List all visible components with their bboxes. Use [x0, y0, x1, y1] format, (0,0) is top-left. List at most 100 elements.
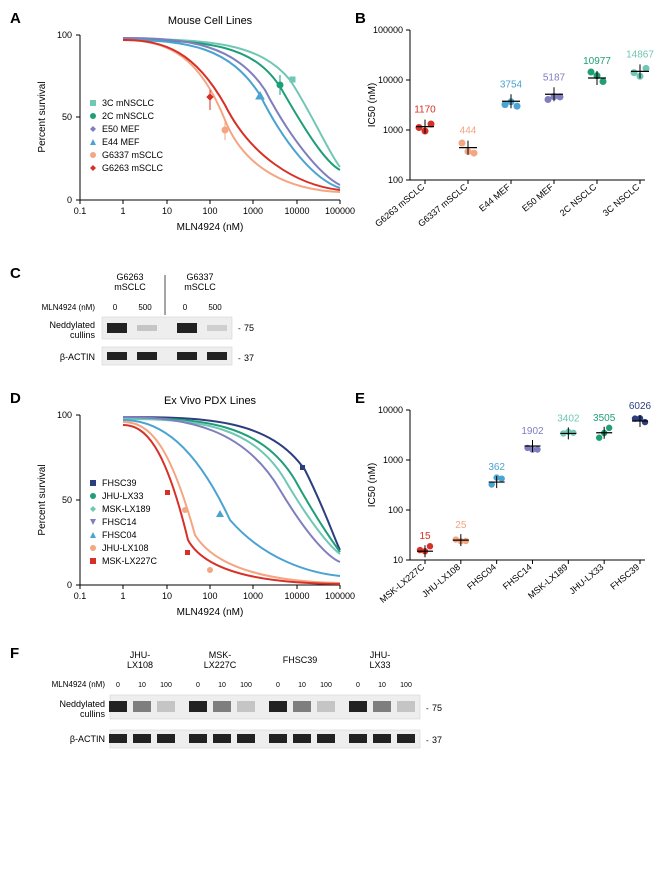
panel-d-yticks: 0 50 100 [57, 410, 80, 590]
svg-text:G6263 mSCLC: G6263 mSCLC [102, 163, 164, 173]
panel-a-legend: 3C mNSCLC 2C mNSCLC E50 MEF E44 MEF G633… [90, 98, 164, 173]
svg-text:100000: 100000 [373, 25, 403, 35]
panel-a-chart: Mouse Cell Lines 0 50 100 0.1 1 10 100 1… [10, 10, 355, 240]
svg-text:100: 100 [57, 410, 72, 420]
svg-text:β-ACTIN: β-ACTIN [70, 734, 105, 744]
panel-a-ylabel: Percent survival [37, 81, 48, 152]
svg-text:JHU-LX108: JHU-LX108 [420, 562, 462, 600]
svg-text:362: 362 [488, 462, 505, 473]
svg-text:JHU-LX108: JHU-LX108 [127, 650, 153, 670]
svg-text:25: 25 [455, 520, 467, 531]
svg-text:β-ACTIN: β-ACTIN [60, 352, 95, 362]
svg-text:100: 100 [320, 682, 332, 689]
svg-text:JHU-LX33: JHU-LX33 [102, 491, 144, 501]
svg-text:-: - [238, 354, 241, 363]
svg-text:100000: 100000 [325, 206, 355, 216]
row-ab: A Mouse Cell Lines 0 50 100 0.1 1 10 100… [10, 10, 662, 260]
panel-e-label: E [355, 390, 365, 407]
svg-text:37: 37 [244, 353, 254, 363]
svg-text:3402: 3402 [557, 413, 580, 424]
svg-text:0: 0 [67, 580, 72, 590]
svg-text:3505: 3505 [593, 413, 616, 424]
svg-text:10000: 10000 [378, 405, 403, 415]
svg-text:1000: 1000 [243, 591, 263, 601]
panel-d-ylabel: Percent survival [37, 464, 48, 535]
svg-text:500: 500 [138, 303, 152, 312]
svg-text:3C mNSCLC: 3C mNSCLC [102, 98, 155, 108]
svg-text:E50 MEF: E50 MEF [520, 182, 556, 214]
svg-text:444: 444 [460, 126, 477, 137]
panel-c-blot: G6263mSCLC G6337mSCLC MLN4924 (nM) 0 500… [10, 265, 355, 380]
panel-a-xlabel: MLN4924 (nM) [177, 222, 244, 233]
svg-text:100000: 100000 [325, 591, 355, 601]
svg-text:JHU-LX33: JHU-LX33 [369, 650, 390, 670]
svg-text:-: - [238, 324, 241, 333]
svg-text:0: 0 [183, 303, 188, 312]
svg-text:1000: 1000 [383, 125, 403, 135]
svg-text:10000: 10000 [378, 75, 403, 85]
svg-text:1902: 1902 [521, 426, 544, 437]
svg-text:0: 0 [116, 682, 120, 689]
svg-text:1: 1 [120, 206, 125, 216]
svg-text:FHSC04: FHSC04 [102, 530, 137, 540]
svg-text:1170: 1170 [414, 105, 436, 116]
svg-text:50: 50 [62, 495, 72, 505]
svg-text:37: 37 [432, 735, 442, 745]
panel-a-xticks: 0.1 1 10 100 1000 10000 100000 [74, 200, 355, 216]
svg-text:100: 100 [388, 505, 403, 515]
svg-text:0.1: 0.1 [74, 206, 87, 216]
svg-text:1000: 1000 [243, 206, 263, 216]
svg-text:10: 10 [218, 682, 226, 689]
panel-a: A Mouse Cell Lines 0 50 100 0.1 1 10 100… [10, 10, 355, 240]
panel-f: F JHU-LX108 MSK-LX227C FHSC39 JHU-LX33 M… [10, 645, 490, 770]
svg-text:MSK-LX227C: MSK-LX227C [204, 650, 237, 670]
svg-text:2C mNSCLC: 2C mNSCLC [102, 111, 155, 121]
svg-text:MSK-LX189: MSK-LX189 [102, 504, 151, 514]
panel-f-label: F [10, 645, 19, 662]
svg-text:10: 10 [298, 682, 306, 689]
svg-text:10977: 10977 [583, 56, 611, 67]
svg-text:G6263mSCLC: G6263mSCLC [114, 272, 146, 292]
svg-text:MLN4924 (nM): MLN4924 (nM) [42, 303, 96, 312]
svg-text:100: 100 [240, 682, 252, 689]
svg-text:FHSC14: FHSC14 [102, 517, 137, 527]
svg-text:1000: 1000 [383, 455, 403, 465]
panel-e-yticks: 10 100 1000 10000 [378, 405, 410, 565]
panel-d-label: D [10, 390, 21, 407]
svg-text:75: 75 [244, 323, 254, 333]
svg-text:MSK-LX189: MSK-LX189 [526, 562, 570, 601]
svg-text:FHSC39: FHSC39 [608, 562, 641, 592]
svg-text:Neddylatedcullins: Neddylatedcullins [49, 320, 95, 340]
svg-text:E44 MEF: E44 MEF [102, 137, 140, 147]
panel-c-label: C [10, 265, 21, 282]
svg-text:FHSC04: FHSC04 [465, 562, 498, 592]
svg-text:3754: 3754 [500, 79, 523, 90]
panel-e-ylabel: IC50 (nM) [367, 463, 378, 507]
svg-text:5187: 5187 [543, 72, 566, 83]
panel-d-chart: Ex Vivo PDX Lines 0 50 100 0.1 1 10 100 … [10, 390, 355, 625]
panel-d-xticks: 0.1 1 10 100 1000 10000 100000 [74, 585, 355, 601]
svg-text:MSK-LX227C: MSK-LX227C [378, 562, 427, 605]
svg-text:2C NSCLC: 2C NSCLC [558, 182, 599, 219]
svg-text:JHU-LX33: JHU-LX33 [567, 562, 605, 596]
panel-b: B 100 1000 10000 100000 IC50 (nM) G6263 … [355, 10, 655, 260]
svg-text:100: 100 [57, 30, 72, 40]
panel-f-blot: JHU-LX108 MSK-LX227C FHSC39 JHU-LX33 MLN… [10, 645, 490, 770]
svg-text:100: 100 [160, 682, 172, 689]
svg-text:G6337 mSCLC: G6337 mSCLC [102, 150, 164, 160]
svg-text:10: 10 [378, 682, 386, 689]
svg-text:MSK-LX227C: MSK-LX227C [102, 556, 158, 566]
panel-d-legend: FHSC39 JHU-LX33 MSK-LX189 FHSC14 FHSC04 … [90, 478, 158, 566]
svg-text:100: 100 [202, 206, 217, 216]
svg-text:500: 500 [208, 303, 222, 312]
panel-b-ylabel: IC50 (nM) [367, 83, 378, 127]
svg-text:G6337mSCLC: G6337mSCLC [184, 272, 216, 292]
svg-text:FHSC39: FHSC39 [102, 478, 137, 488]
svg-text:75: 75 [432, 703, 442, 713]
svg-text:10: 10 [162, 206, 172, 216]
svg-text:10000: 10000 [284, 591, 309, 601]
panel-b-yticks: 100 1000 10000 100000 [373, 25, 410, 185]
panel-a-yticks: 0 50 100 [57, 30, 80, 205]
svg-text:1: 1 [120, 591, 125, 601]
svg-text:FHSC14: FHSC14 [501, 562, 534, 592]
